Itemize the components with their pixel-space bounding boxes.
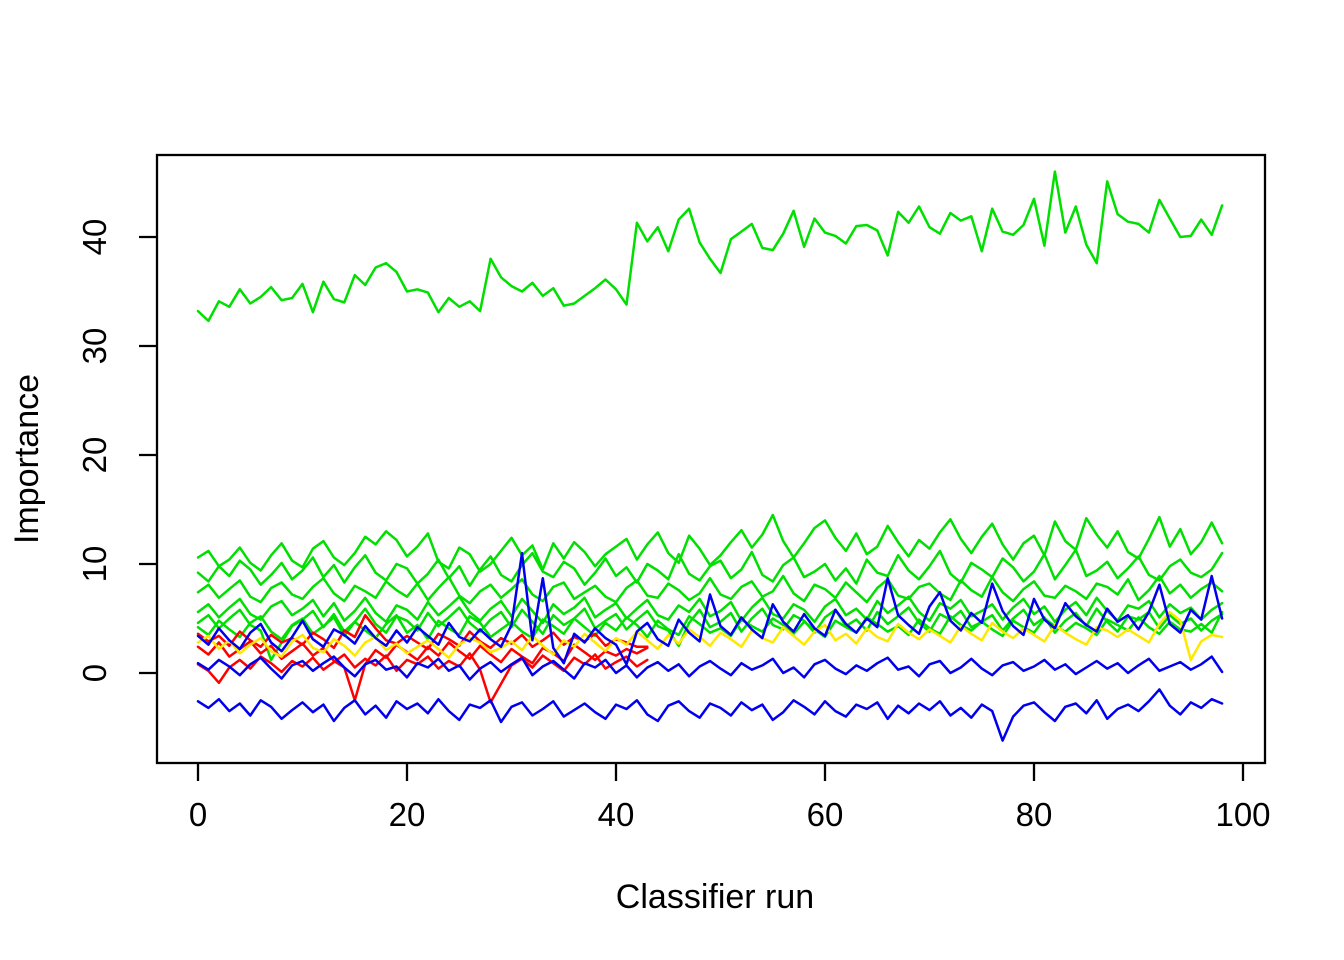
x-tick-label: 40 xyxy=(598,796,635,833)
y-tick-label: 10 xyxy=(76,546,113,583)
series-green-band-6 xyxy=(196,610,1224,641)
series-red-3 xyxy=(196,652,649,704)
series-green-band-3 xyxy=(196,574,1224,605)
series-red-2 xyxy=(196,640,649,702)
series-green-band-4 xyxy=(196,595,1224,625)
y-tick-label: 0 xyxy=(76,664,113,682)
y-tick-label: 40 xyxy=(76,219,113,256)
series-blue-bottom xyxy=(196,688,1224,742)
series-blue-zero xyxy=(196,655,1224,681)
series-green-band-5 xyxy=(196,606,1224,662)
x-tick-label: 100 xyxy=(1215,796,1270,833)
y-axis-title: Importance xyxy=(8,374,46,544)
x-tick-label: 60 xyxy=(807,796,844,833)
x-tick-label: 0 xyxy=(189,796,207,833)
series-yellow-1 xyxy=(196,610,1224,662)
y-tick-label: 20 xyxy=(76,437,113,474)
series-layer xyxy=(196,170,1224,742)
series-green-band-2 xyxy=(196,548,1224,588)
plot-box xyxy=(155,153,1267,765)
series-blue-spiky xyxy=(196,551,1224,666)
x-tick-label: 20 xyxy=(389,796,426,833)
x-tick-label: 80 xyxy=(1016,796,1053,833)
axis-layer: 0 20 40 60 80 100 0 10 20 30 40 xyxy=(76,219,1271,833)
y-tick-label: 30 xyxy=(76,328,113,365)
series-green-band-1 xyxy=(196,513,1224,573)
x-axis-title: Classifier run xyxy=(616,878,814,916)
series-green-top xyxy=(196,170,1224,323)
